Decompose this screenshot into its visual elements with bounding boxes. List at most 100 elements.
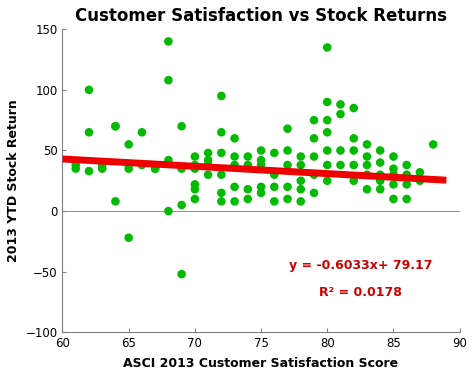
Point — [390, 196, 397, 202]
Title: Customer Satisfaction vs Stock Returns: Customer Satisfaction vs Stock Returns — [75, 7, 447, 25]
Point — [138, 162, 146, 168]
Point — [284, 162, 292, 168]
Point — [231, 153, 238, 159]
Point — [350, 105, 357, 111]
Point — [350, 162, 357, 168]
Point — [257, 190, 265, 196]
Point — [125, 166, 132, 172]
Point — [323, 129, 331, 135]
Point — [323, 162, 331, 168]
Point — [390, 181, 397, 187]
Point — [271, 198, 278, 204]
Text: y = -0.6033x+ 79.17: y = -0.6033x+ 79.17 — [289, 259, 432, 272]
Point — [271, 184, 278, 190]
Point — [323, 178, 331, 184]
Point — [284, 184, 292, 190]
Point — [403, 196, 410, 202]
Point — [257, 147, 265, 153]
Point — [178, 202, 185, 208]
Point — [297, 198, 305, 204]
Point — [403, 172, 410, 178]
Point — [337, 162, 344, 168]
Point — [178, 166, 185, 172]
Text: R² = 0.0178: R² = 0.0178 — [319, 287, 402, 299]
Point — [244, 196, 252, 202]
Point — [164, 38, 172, 44]
Point — [297, 162, 305, 168]
Point — [323, 117, 331, 123]
Point — [151, 166, 159, 172]
Point — [390, 153, 397, 159]
Point — [164, 208, 172, 214]
Point — [125, 235, 132, 241]
Point — [231, 135, 238, 141]
Point — [244, 162, 252, 168]
Point — [390, 166, 397, 172]
Point — [178, 123, 185, 129]
Point — [191, 166, 199, 172]
Point — [112, 123, 119, 129]
Point — [218, 93, 225, 99]
Point — [337, 147, 344, 153]
Point — [204, 157, 212, 163]
Point — [257, 157, 265, 163]
Point — [164, 77, 172, 83]
Point — [363, 153, 371, 159]
Point — [191, 153, 199, 159]
Point — [376, 172, 384, 178]
Point — [191, 181, 199, 187]
Point — [297, 186, 305, 192]
Point — [85, 168, 93, 174]
Point — [310, 190, 318, 196]
Point — [125, 162, 132, 168]
Point — [323, 147, 331, 153]
Point — [99, 166, 106, 172]
Point — [85, 129, 93, 135]
Point — [310, 172, 318, 178]
Point — [310, 135, 318, 141]
Point — [363, 162, 371, 168]
Point — [323, 44, 331, 51]
Point — [350, 147, 357, 153]
Point — [323, 99, 331, 105]
Point — [376, 159, 384, 166]
Point — [204, 150, 212, 156]
Point — [231, 198, 238, 204]
Point — [218, 172, 225, 178]
Point — [138, 129, 146, 135]
Point — [376, 178, 384, 184]
Point — [191, 196, 199, 202]
Point — [99, 162, 106, 168]
Point — [416, 169, 424, 175]
Point — [284, 126, 292, 132]
Point — [231, 162, 238, 168]
Point — [376, 147, 384, 153]
Point — [403, 162, 410, 168]
X-axis label: ASCI 2013 Customer Satisfaction Score: ASCI 2013 Customer Satisfaction Score — [124, 357, 399, 370]
Point — [337, 111, 344, 117]
Point — [297, 153, 305, 159]
Point — [297, 178, 305, 184]
Point — [284, 196, 292, 202]
Point — [85, 87, 93, 93]
Point — [310, 117, 318, 123]
Point — [284, 147, 292, 153]
Point — [403, 181, 410, 187]
Point — [363, 172, 371, 178]
Point — [429, 141, 437, 147]
Point — [244, 153, 252, 159]
Point — [271, 150, 278, 156]
Point — [376, 186, 384, 192]
Point — [218, 129, 225, 135]
Point — [112, 123, 119, 129]
Point — [112, 198, 119, 204]
Point — [151, 166, 159, 172]
Point — [337, 101, 344, 107]
Point — [244, 186, 252, 192]
Point — [164, 157, 172, 163]
Point — [257, 162, 265, 168]
Point — [191, 186, 199, 192]
Point — [218, 150, 225, 156]
Point — [363, 141, 371, 147]
Point — [416, 178, 424, 184]
